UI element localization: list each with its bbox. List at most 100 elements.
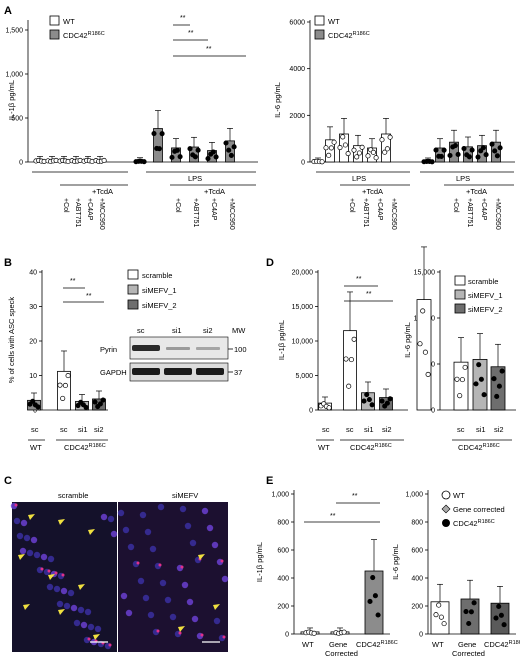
cell-nucleus xyxy=(63,602,71,610)
data-point xyxy=(177,154,183,160)
a-right-lps-mut: LPS xyxy=(456,174,470,183)
y-tick-label: 200 xyxy=(277,604,289,611)
pyrin-stain xyxy=(14,503,18,507)
cell-nucleus xyxy=(40,553,48,561)
e-left-ylabel: IL-1β pg/mL xyxy=(255,542,264,582)
data-point xyxy=(346,383,352,389)
cell-nucleus xyxy=(213,617,221,625)
data-point xyxy=(492,148,498,154)
y-tick-label: 20,000 xyxy=(292,270,314,277)
cell-nucleus xyxy=(125,609,133,617)
cell-nucleus xyxy=(164,596,172,604)
data-point xyxy=(311,630,317,636)
b-cat-3: si2 xyxy=(94,425,104,434)
data-point xyxy=(494,393,500,400)
cell-nucleus xyxy=(100,513,108,521)
chart-b: 0 10 20 30 40 % of cells with ASC speck ** *… xyxy=(7,270,108,452)
arrowhead-marker xyxy=(213,604,220,610)
data-point xyxy=(466,154,472,160)
panel-label-b: B xyxy=(4,257,12,269)
blot-lane-si1: si1 xyxy=(172,326,182,335)
data-point xyxy=(384,146,390,152)
data-point xyxy=(65,373,71,379)
blot-mw-100: 100 xyxy=(234,345,247,354)
cell-nucleus xyxy=(159,579,167,587)
data-point xyxy=(494,153,500,159)
cell-nucleus xyxy=(67,589,75,597)
cell-nucleus xyxy=(110,530,118,538)
pyrin-stain xyxy=(47,569,51,573)
data-point xyxy=(326,152,332,158)
data-point xyxy=(60,395,66,401)
pyrin-stain xyxy=(222,635,226,639)
cell-nucleus xyxy=(33,551,41,559)
data-point xyxy=(454,376,460,382)
data-point xyxy=(174,147,180,153)
data-point xyxy=(441,621,447,627)
blot-lane-si2: si2 xyxy=(203,326,213,335)
panel-label-c: C xyxy=(4,475,12,487)
data-point xyxy=(497,145,503,151)
y-tick-label: 0 xyxy=(431,408,435,415)
treatment-label: +C4AP xyxy=(480,198,487,221)
panel-label-a: A xyxy=(4,5,12,17)
data-point xyxy=(100,397,106,403)
er-cat-1a: Gene xyxy=(458,640,476,649)
a-right-lps-wt: LPS xyxy=(352,174,366,183)
y-tick-label: 1,000 xyxy=(5,72,23,79)
dr-cat-3: si2 xyxy=(494,425,504,434)
y-tick-label: 600 xyxy=(411,548,423,555)
y-tick-label: 600 xyxy=(277,548,289,555)
data-point xyxy=(489,141,495,147)
legend-d-simefv1: siMEFV_1 xyxy=(468,291,503,300)
e-right-ylabel: IL-6 pg/mL xyxy=(391,544,400,580)
data-point xyxy=(466,620,472,627)
cell-nucleus xyxy=(56,600,64,608)
data-point xyxy=(438,614,444,620)
arrowhead-marker xyxy=(78,584,85,590)
cell-nucleus xyxy=(179,505,187,513)
cell-nucleus xyxy=(20,519,28,527)
panel-label-e: E xyxy=(266,475,273,487)
arrowhead-marker xyxy=(48,574,55,580)
data-point xyxy=(370,149,376,155)
a-left-lps: LPS xyxy=(188,174,202,183)
data-point xyxy=(483,152,489,158)
data-point xyxy=(370,574,376,581)
arrowhead-marker xyxy=(18,554,25,560)
cell-nucleus xyxy=(26,549,34,557)
data-point xyxy=(205,155,211,162)
panel-label-d: D xyxy=(266,257,274,269)
bar xyxy=(460,598,480,635)
y-tick-label: 0 xyxy=(301,160,305,167)
y-tick-label: 2000 xyxy=(289,113,305,120)
treatment-label: +MCC950 xyxy=(390,198,397,230)
data-point xyxy=(83,404,89,410)
y-tick-label: 30 xyxy=(29,304,37,311)
b-ylabel: % of cells with ASC speck xyxy=(7,297,16,384)
data-point xyxy=(480,145,486,151)
data-point xyxy=(351,336,357,342)
data-point xyxy=(354,154,360,160)
b-cat-1: sc xyxy=(60,425,68,434)
arrowhead-marker xyxy=(58,609,65,615)
data-point xyxy=(369,402,375,408)
data-point xyxy=(75,402,81,409)
y-tick-label: 1,000 xyxy=(405,492,423,499)
data-point xyxy=(373,155,379,161)
arrowhead-marker xyxy=(28,514,35,520)
treatment-label: +Col xyxy=(62,198,69,213)
data-point xyxy=(501,622,507,628)
data-point xyxy=(441,147,447,153)
y-tick-label: 0 xyxy=(19,160,23,167)
blot-lane-sc: sc xyxy=(137,326,145,335)
treatment-label: +MCC950 xyxy=(228,198,235,230)
data-point xyxy=(463,608,469,615)
data-point xyxy=(351,147,357,153)
cell-nucleus xyxy=(70,604,78,612)
treatment-label: +C4AP xyxy=(210,198,217,221)
data-point xyxy=(228,152,234,158)
cell-nucleus xyxy=(169,613,177,621)
y-tick-label: 15,000 xyxy=(292,304,314,311)
